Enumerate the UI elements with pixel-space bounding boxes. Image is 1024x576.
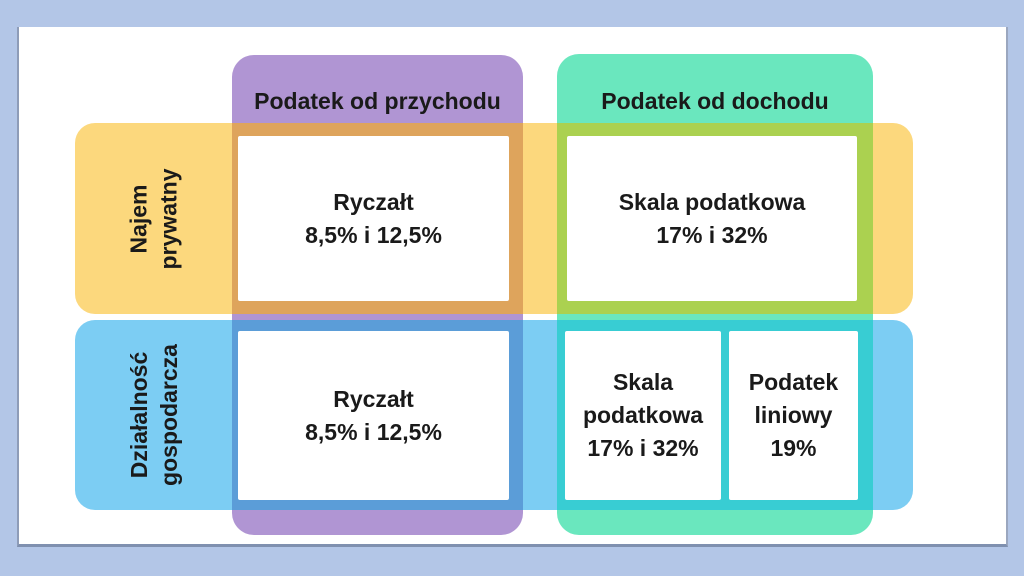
column-header-podatek-od-przychodu: Podatek od przychodu [232, 55, 523, 123]
cell-line: Skala [612, 369, 674, 395]
cell-line: 17% i 32% [587, 435, 699, 461]
cell-najem-ryczalt: Ryczałt 8,5% i 12,5% [238, 136, 509, 301]
cell-line: podatkowa [582, 402, 704, 428]
column-header-label: Podatek od dochodu [601, 88, 829, 114]
column-header-podatek-od-dochodu: Podatek od dochodu [557, 54, 873, 123]
cell-line: 8,5% i 12,5% [305, 418, 442, 445]
cell-line: 19% [770, 435, 817, 461]
cell-najem-skala-podatkowa: Skala podatkowa 17% i 32% [567, 136, 857, 301]
row-label-dzialalnosc-gospodarcza: Działalność gospodarcza [75, 320, 232, 510]
cell-dzialalnosc-podatek-liniowy: Podatek liniowy 19% [729, 331, 858, 500]
cell-line: 8,5% i 12,5% [305, 221, 442, 248]
cell-line: Skala podatkowa [618, 188, 806, 215]
cell-line: 17% i 32% [656, 221, 768, 248]
cell-dzialalnosc-skala-podatkowa: Skala podatkowa 17% i 32% [565, 331, 721, 500]
cell-line: Ryczałt [333, 188, 414, 215]
row-label-text: Działalność gospodarcza [125, 344, 182, 486]
cell-line: Ryczałt [333, 385, 414, 412]
cell-line: liniowy [754, 402, 833, 428]
cell-dzialalnosc-ryczalt: Ryczałt 8,5% i 12,5% [238, 331, 509, 500]
column-header-label: Podatek od przychodu [254, 88, 501, 114]
cell-line: Podatek [748, 369, 839, 395]
row-label-najem-prywatny: Najem prywatny [75, 123, 232, 314]
row-label-text: Najem prywatny [125, 168, 182, 269]
